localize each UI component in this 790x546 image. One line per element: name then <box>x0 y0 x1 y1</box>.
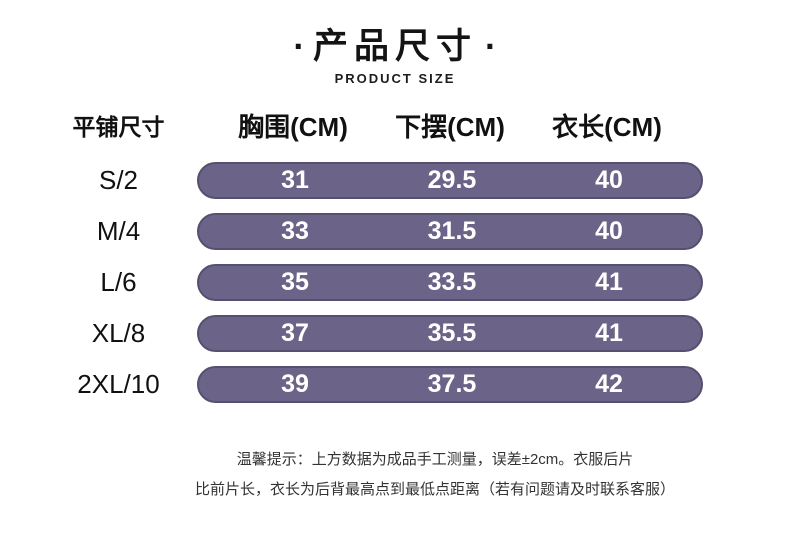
table-row: S/2 31 29.5 40 <box>40 162 790 199</box>
table-row: 2XL/10 39 37.5 42 <box>40 366 790 403</box>
hem-value: 37.5 <box>427 370 477 398</box>
column-header-hem: 下摆(CM) <box>395 111 505 142</box>
length-value: 40 <box>595 166 623 194</box>
table-row: M/4 33 31.5 40 <box>40 213 790 250</box>
length-value: 42 <box>595 370 623 398</box>
footer-note-line1: 温馨提示：上方数据为成品手工测量，误差±2cm。衣服后片 <box>236 451 634 468</box>
chest-value: 31 <box>281 166 309 194</box>
measurement-bar: 31 29.5 40 <box>197 162 703 199</box>
chest-value: 33 <box>281 217 309 245</box>
size-table: 平铺尺寸 胸围(CM) 下摆(CM) 衣长(CM) S/2 31 29.5 40… <box>0 108 790 403</box>
hem-value: 29.5 <box>427 166 477 194</box>
length-value: 41 <box>595 319 623 347</box>
hem-value: 33.5 <box>427 268 477 296</box>
table-row: XL/8 37 35.5 41 <box>40 315 790 352</box>
column-header-length: 衣长(CM) <box>552 111 662 142</box>
length-value: 40 <box>595 217 623 245</box>
size-label: XL/8 <box>91 318 146 348</box>
chest-value: 35 <box>281 268 309 296</box>
hem-value: 31.5 <box>427 217 477 245</box>
length-value: 41 <box>595 268 623 296</box>
size-label: S/2 <box>98 165 139 195</box>
title-dot-right: · <box>485 27 497 66</box>
page-title-text: 产品尺寸 <box>312 27 477 66</box>
column-header-size: 平铺尺寸 <box>72 114 165 140</box>
size-label: 2XL/10 <box>77 369 160 399</box>
hem-value: 35.5 <box>427 319 477 347</box>
measurement-bar: 39 37.5 42 <box>197 366 703 403</box>
page-title: · 产品尺寸 · <box>0 24 790 70</box>
page-header: · 产品尺寸 · PRODUCT SIZE <box>0 0 790 86</box>
table-row: L/6 35 33.5 41 <box>40 264 790 301</box>
size-label: L/6 <box>100 267 137 297</box>
column-headers: 胸围(CM) 下摆(CM) 衣长(CM) <box>197 107 703 144</box>
table-header-row: 平铺尺寸 胸围(CM) 下摆(CM) 衣长(CM) <box>40 108 790 142</box>
page-subtitle: PRODUCT SIZE <box>334 71 456 86</box>
column-header-chest: 胸围(CM) <box>238 111 348 142</box>
chest-value: 37 <box>281 319 309 347</box>
measurement-bar: 33 31.5 40 <box>197 213 703 250</box>
footer-note-line2: 比前片长，衣长为后背最高点到最低点距离（若有问题请及时联系客服） <box>194 481 675 498</box>
chest-value: 39 <box>281 370 309 398</box>
footer-note: 温馨提示：上方数据为成品手工测量，误差±2cm。衣服后片 比前片长，衣长为后背最… <box>0 445 790 505</box>
size-label: M/4 <box>96 216 141 246</box>
title-dot-left: · <box>293 27 305 66</box>
measurement-bar: 37 35.5 41 <box>197 315 703 352</box>
measurement-bar: 35 33.5 41 <box>197 264 703 301</box>
